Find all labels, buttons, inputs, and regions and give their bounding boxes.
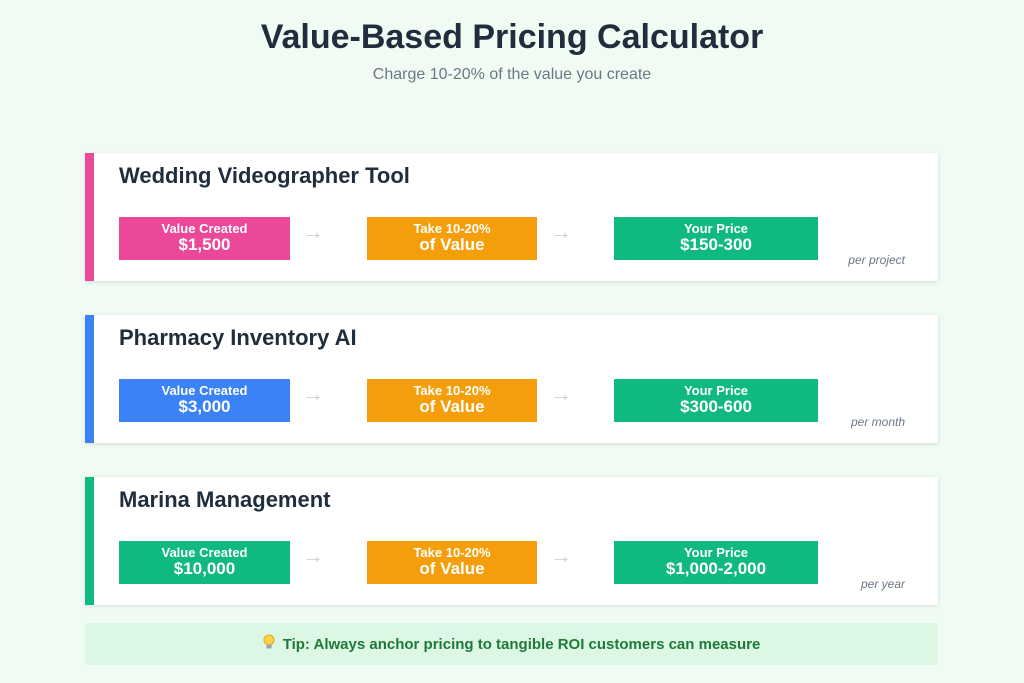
value-created-label: Value Created [161,221,248,236]
value-created-box: Value Created $1,500 [119,217,290,260]
card-accent-bar [85,315,94,443]
arrow-right-icon: → [550,381,572,406]
take-percentage-box: Take 10-20% of Value [367,379,537,422]
your-price-label: Your Price [683,545,749,560]
value-created-amount: $10,000 [173,559,236,579]
arrow-right-icon: → [302,219,324,244]
take-percentage-sub: of Value [419,397,485,417]
your-price-amount: $1,000-2,000 [665,559,767,579]
take-percentage-box: Take 10-20% of Value [367,217,537,260]
card-title: Pharmacy Inventory AI [119,325,357,350]
your-price-box: Your Price $300-600 [614,379,818,422]
value-created-box: Value Created $3,000 [119,379,290,422]
take-percentage-label: Take 10-20% [413,545,491,560]
arrow-right-icon: → [550,219,572,244]
value-created-amount: $1,500 [178,235,231,255]
card-accent-bar [85,477,94,605]
card-title: Wedding Videographer Tool [119,163,410,188]
page-title: Value-Based Pricing Calculator [260,18,764,56]
lightbulb-icon [263,634,275,654]
pricing-card-pharmacy: Pharmacy Inventory AI Value Created $3,0… [85,315,938,443]
value-created-box: Value Created $10,000 [119,541,290,584]
your-price-box: Your Price $150-300 [614,217,818,260]
arrow-right-icon: → [550,543,572,568]
take-percentage-sub: of Value [419,235,485,255]
take-percentage-box: Take 10-20% of Value [367,541,537,584]
card-title: Marina Management [119,487,331,512]
your-price-box: Your Price $1,000-2,000 [614,541,818,584]
tip-text: Tip: Always anchor pricing to tangible R… [282,635,761,653]
page-subtitle: Charge 10-20% of the value you create [372,66,652,83]
take-percentage-label: Take 10-20% [413,383,491,398]
value-created-label: Value Created [161,545,248,560]
billing-period: per month [850,415,905,429]
arrow-right-icon: → [302,543,324,568]
your-price-label: Your Price [683,221,749,236]
tip-banner: Tip: Always anchor pricing to tangible R… [85,623,938,665]
value-created-label: Value Created [161,383,248,398]
your-price-amount: $300-600 [680,397,752,417]
arrow-right-icon: → [302,381,324,406]
take-percentage-label: Take 10-20% [413,221,491,236]
take-percentage-sub: of Value [419,559,485,579]
your-price-amount: $150-300 [680,235,752,255]
pricing-card-wedding: Wedding Videographer Tool Value Created … [85,153,938,281]
value-created-amount: $3,000 [178,397,231,417]
card-accent-bar [85,153,94,281]
pricing-card-marina: Marina Management Value Created $10,000 … [85,477,938,605]
billing-period: per year [860,577,905,591]
billing-period: per project [848,253,905,267]
your-price-label: Your Price [683,383,749,398]
